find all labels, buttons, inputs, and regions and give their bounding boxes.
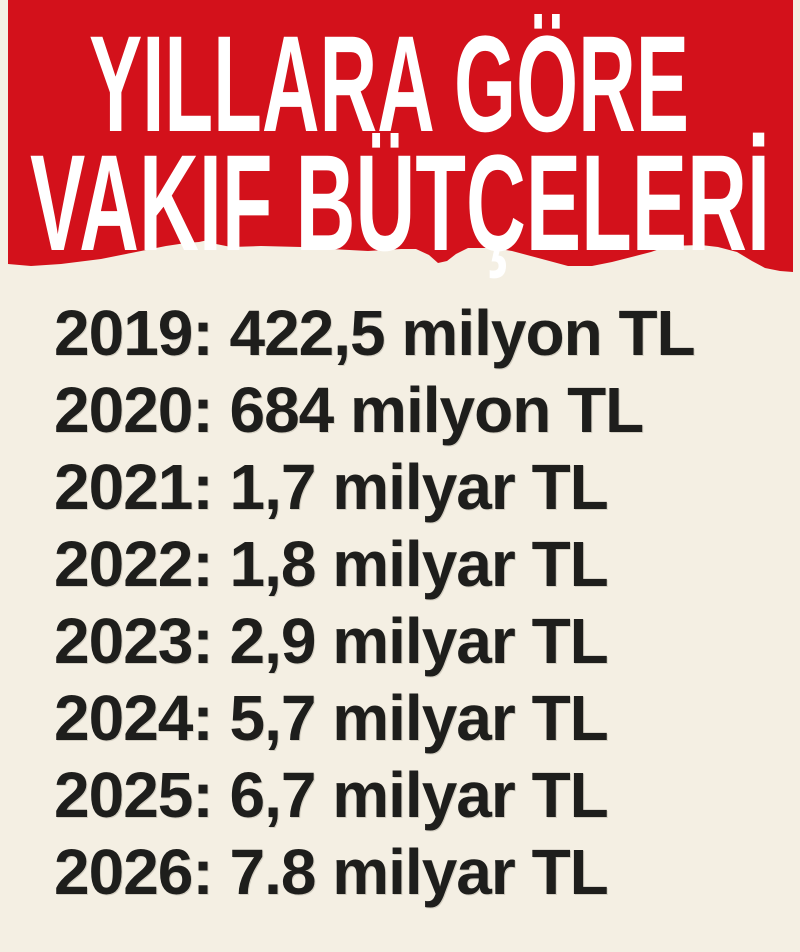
headline-line-1: YILLARA GÖRE [89, 8, 689, 161]
budget-row-2020: 2020: 684 milyon TL [54, 374, 644, 446]
budget-row-2024: 2024: 5,7 milyar TL [54, 682, 609, 754]
budget-list: 2019: 422,5 milyon TL 2020: 684 milyon T… [54, 295, 774, 911]
budget-row-2023: 2023: 2,9 milyar TL [54, 605, 609, 677]
torn-paper-edge [8, 0, 793, 272]
budget-row-2022: 2022: 1,8 milyar TL [54, 528, 609, 600]
budget-row-2025: 2025: 6,7 milyar TL [54, 759, 609, 831]
headline-line-2: VAKIF BÜTÇELERİ [30, 127, 770, 280]
header-banner: YILLARA GÖRE VAKIF BÜTÇELERİ [8, 0, 793, 280]
budget-row-2019: 2019: 422,5 milyon TL [54, 297, 696, 369]
budget-row-2021: 2021: 1,7 milyar TL [54, 451, 609, 523]
budget-row-2026: 2026: 7.8 milyar TL [54, 836, 609, 908]
